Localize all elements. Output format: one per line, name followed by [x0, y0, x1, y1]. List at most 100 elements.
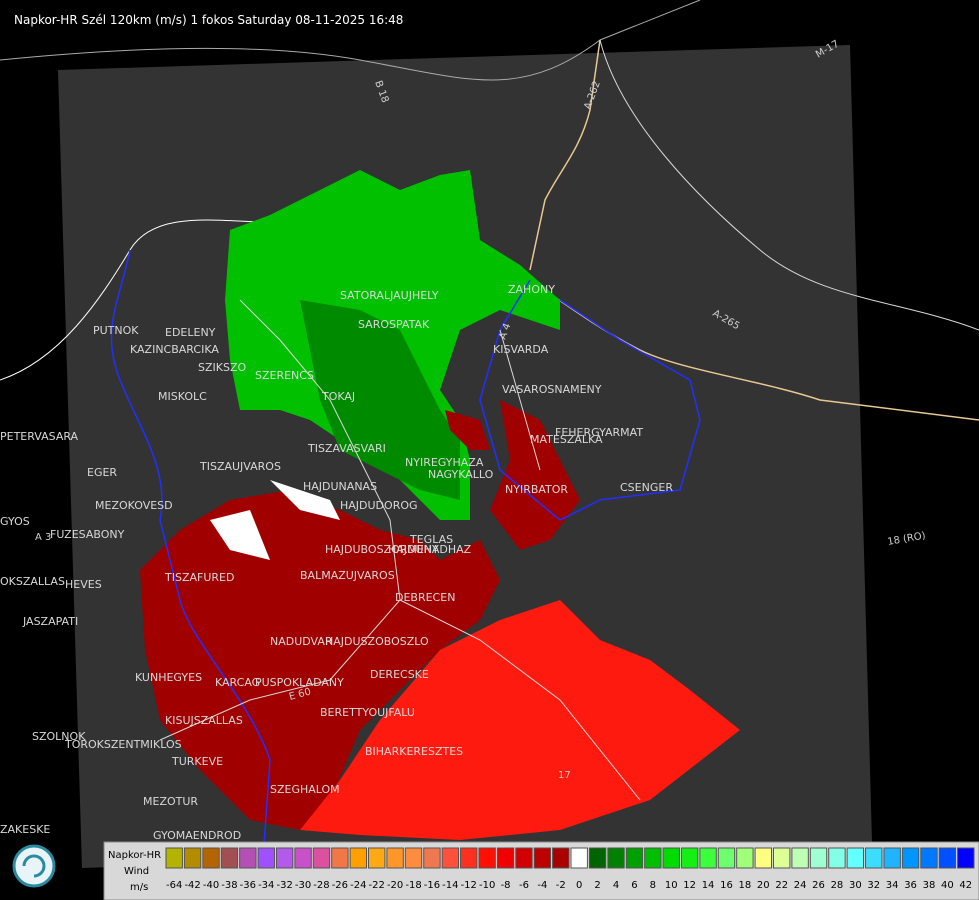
legend-label: 38: [923, 880, 936, 891]
legend-label: -22: [369, 880, 385, 891]
place-label: CSENGER: [620, 481, 673, 494]
legend-label: -4: [537, 880, 547, 891]
legend-swatch: [368, 847, 386, 869]
legend-swatch: [165, 847, 183, 869]
legend-swatch: [791, 847, 809, 869]
road: [159, 39, 979, 801]
legend-label: 24: [794, 880, 807, 891]
legend-label: 28: [831, 880, 844, 891]
place-label: BIHARKERESZTES: [365, 745, 463, 758]
legend-swatch: [331, 847, 349, 869]
place-label: PETERVASARA: [0, 430, 79, 443]
legend-title: Wind: [124, 866, 149, 877]
legend-label: -28: [313, 880, 329, 891]
legend-label: -36: [240, 880, 256, 891]
road-label: 18 (RO): [887, 530, 927, 548]
place-label: KISVARDA: [493, 343, 549, 356]
legend-label: 18: [739, 880, 752, 891]
legend-swatch: [846, 847, 865, 869]
legend-label: 22: [775, 880, 788, 891]
legend-swatch: [496, 847, 515, 869]
county-border: [0, 0, 701, 81]
legend-label: -26: [332, 880, 348, 891]
legend-swatch: [717, 847, 736, 869]
legend-label: 2: [594, 880, 600, 891]
logo: [12, 844, 56, 888]
legend-swatch: [773, 847, 791, 869]
place-label: NYIREGYHAZA: [405, 456, 484, 469]
place-label: DEBRECEN: [395, 591, 455, 604]
legend-label: 34: [886, 880, 899, 891]
legend-swatch: [570, 847, 588, 869]
legend-swatch: [809, 847, 828, 869]
legend-label: -18: [405, 880, 421, 891]
folding-area: [210, 480, 340, 560]
legend-swatch: [386, 847, 404, 869]
place-label: KARCAG: [215, 676, 260, 689]
legend-swatch: [202, 847, 220, 869]
legend-swatch: [404, 847, 423, 869]
place-label: SAROSPATAK: [358, 318, 430, 331]
place-label: TOKAJ: [321, 390, 355, 403]
legend-label: -6: [519, 880, 529, 891]
legend-swatch: [736, 847, 754, 869]
legend-swatch: [239, 847, 257, 869]
legend-swatch: [478, 847, 496, 869]
place-label: PUSPOKLADANY: [255, 676, 344, 689]
legend-swatch: [460, 847, 478, 869]
legend-label: -40: [203, 880, 219, 891]
place-label: ZAKESKE: [0, 823, 50, 836]
legend-swatch: [441, 847, 460, 869]
logo: [22, 854, 46, 878]
place-label: TISZAUJVAROS: [199, 460, 281, 473]
legend-label: -10: [479, 880, 495, 891]
place-label: HAJDUNANAS: [303, 480, 377, 493]
legend-swatch: [754, 847, 772, 869]
place-label: DERECSKE: [370, 668, 429, 681]
legend-swatch: [349, 847, 368, 869]
place-label: GYOS: [0, 515, 30, 528]
legend-label: -34: [258, 880, 274, 891]
road-label: A 4: [497, 322, 513, 341]
radar-echo-approaching: [300, 300, 460, 500]
place-label: PUTNOK: [93, 324, 139, 337]
place-label: NADUDVAR: [270, 635, 333, 648]
legend-swatch: [828, 847, 846, 869]
place-label: JASZAPATI: [22, 615, 78, 628]
place-label: HAJDUBOSZORMENY: [325, 543, 439, 556]
place-label: FUZESABONY: [50, 528, 125, 541]
radar-echo-receding: [490, 400, 580, 550]
place-label: SZIKSZO: [198, 361, 246, 374]
legend-swatch: [644, 847, 662, 869]
radar-echo-receding: [445, 410, 490, 450]
legend-label: -16: [424, 880, 440, 891]
legend-label: 0: [576, 880, 582, 891]
place-label: SZOLNOK: [32, 730, 86, 743]
legend-label: -8: [501, 880, 511, 891]
place-label: TURKEVE: [171, 755, 223, 768]
place-label: KUNHEGYES: [135, 671, 202, 684]
legend-swatch: [957, 847, 975, 869]
legend-title: m/s: [130, 882, 148, 893]
road-label: 17: [558, 770, 571, 781]
legend-swatch: [515, 847, 533, 869]
place-label: GYOMAENDROD: [153, 829, 241, 842]
legend-label: -24: [350, 880, 366, 891]
legend-title: Napkor-HR: [108, 850, 161, 861]
place-label: HAJDUHADHAZ: [388, 543, 472, 556]
place-label: MATESZALKA: [530, 433, 603, 446]
legend-label: -2: [556, 880, 566, 891]
title: Napkor-HR Szél 120km (m/s) 1 fokos Satur…: [14, 13, 403, 27]
county-border: [110, 249, 701, 900]
place-label: TEGLAS: [409, 533, 453, 546]
legend-swatch: [294, 847, 312, 869]
legend-swatch: [901, 847, 920, 869]
legend-label: 26: [812, 880, 825, 891]
place-label: ZAHONY: [508, 283, 555, 296]
legend-label: 36: [904, 880, 917, 891]
legend-swatch: [625, 847, 644, 869]
legend-swatch: [533, 847, 552, 869]
legend-label: 12: [683, 880, 696, 891]
